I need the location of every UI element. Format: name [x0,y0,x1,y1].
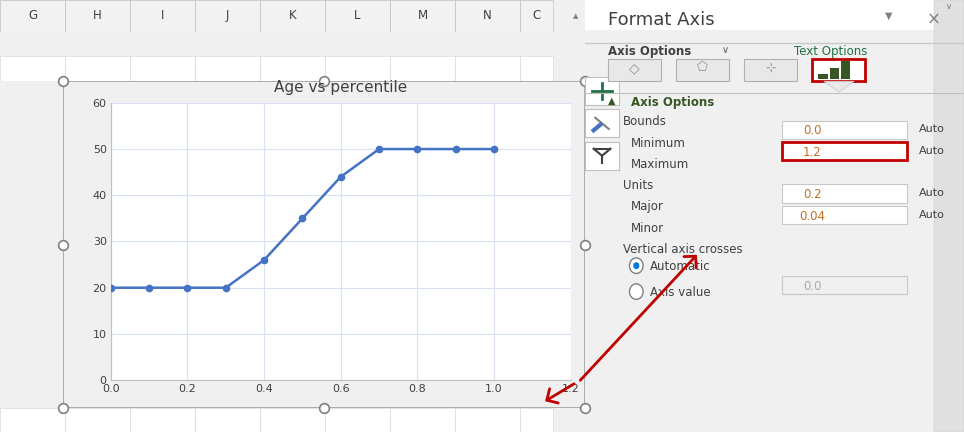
Text: ∨: ∨ [721,45,729,55]
Text: H: H [94,9,102,22]
Bar [130,81,195,106]
Bar [676,59,729,81]
Bar [782,184,907,203]
Bar [65,408,130,432]
Bar [130,56,195,81]
Bar [0,56,65,81]
Text: ▲: ▲ [608,96,615,106]
Bar [390,81,455,106]
Text: 0.2: 0.2 [803,188,821,201]
Bar [390,0,455,32]
Bar [260,408,325,432]
Text: Axis Options: Axis Options [608,45,691,58]
Circle shape [629,284,643,299]
Bar [325,408,390,432]
Bar [841,61,850,79]
Text: Text Options: Text Options [793,45,867,58]
Text: N: N [483,9,492,22]
Text: Axis value: Axis value [650,286,710,299]
Bar [325,56,390,81]
Bar [260,0,325,32]
Circle shape [633,262,639,269]
Bar [260,56,325,81]
Bar [782,276,907,294]
Text: ×: × [926,11,941,29]
Text: ⬠: ⬠ [697,61,708,74]
Text: Minor: Minor [630,222,664,235]
Text: Axis Options: Axis Options [630,96,714,109]
Text: L: L [355,9,361,22]
Bar [195,56,260,81]
Text: Format Axis: Format Axis [608,11,714,29]
Bar [195,81,260,106]
Bar [195,0,260,32]
Bar [65,56,130,81]
Text: ∨: ∨ [946,2,951,11]
Bar [130,0,195,32]
Bar [521,56,552,81]
Bar [390,56,455,81]
Text: Major: Major [630,200,663,213]
Circle shape [629,258,643,273]
Text: Auto: Auto [919,124,945,134]
Text: 1.2: 1.2 [803,146,822,159]
Bar [0,0,65,32]
Bar [782,142,907,160]
Bar [455,56,521,81]
Bar [130,408,195,432]
Text: Automatic: Automatic [650,260,710,273]
Bar [521,81,552,106]
Text: ▼: ▼ [885,11,892,21]
Text: 0.04: 0.04 [799,210,825,223]
Text: Bounds: Bounds [623,115,667,128]
Bar [0,408,65,432]
Text: Auto: Auto [919,210,945,220]
Text: M: M [417,9,428,22]
Bar [934,0,964,432]
Bar [521,408,552,432]
Text: G: G [28,9,37,22]
Bar [325,81,390,106]
Bar [813,59,866,81]
Bar [521,0,552,32]
Bar [325,0,390,32]
Bar [455,0,521,32]
Text: 0.0: 0.0 [803,280,821,293]
Text: Vertical axis crosses: Vertical axis crosses [623,243,742,256]
Text: C: C [532,9,541,22]
Bar [0,81,65,106]
Text: Maximum: Maximum [630,158,689,171]
Polygon shape [824,81,854,92]
Text: Auto: Auto [919,188,945,198]
Bar [608,59,661,81]
Bar [585,0,964,30]
Text: Auto: Auto [919,146,945,156]
Bar [782,121,907,139]
Bar [390,408,455,432]
Text: Units: Units [623,179,654,192]
Bar [260,81,325,106]
Bar [65,81,130,106]
Text: 0.0: 0.0 [803,124,821,137]
Bar [744,59,797,81]
Bar [65,0,130,32]
Bar [818,74,828,79]
Text: Minimum: Minimum [630,137,685,149]
Text: K: K [289,9,296,22]
Text: J: J [226,9,229,22]
Title: Age vs percentile: Age vs percentile [274,80,408,95]
Bar [829,68,839,79]
Bar [195,408,260,432]
Text: ⊹: ⊹ [765,61,776,74]
Text: I: I [161,9,164,22]
Text: ▲: ▲ [573,13,578,19]
Bar [455,408,521,432]
Text: ◇: ◇ [629,61,640,75]
Bar [782,206,907,224]
Bar [455,81,521,106]
